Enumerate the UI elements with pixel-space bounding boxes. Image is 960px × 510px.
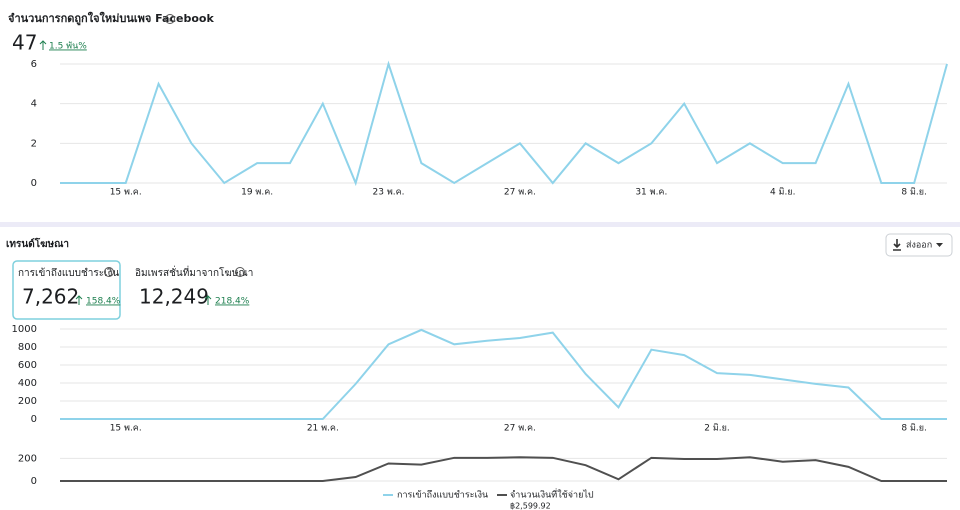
y-tick-label: 200: [18, 396, 37, 407]
y-tick-label: 6: [31, 59, 37, 70]
metric-change: 218.4%: [215, 297, 250, 307]
x-tick-label: 15 พ.ค.: [110, 188, 142, 198]
x-tick-label: 8 มิ.ย.: [901, 423, 927, 434]
x-tick-label: 4 มิ.ย.: [770, 187, 796, 198]
y-tick-label: 1000: [12, 324, 37, 335]
legend-label[interactable]: การเข้าถึงแบบชำระเงิน: [397, 490, 488, 501]
y-tick-label: 0: [31, 476, 37, 487]
metric-value: 12,249: [139, 285, 209, 309]
up-arrow: [204, 295, 212, 305]
metric-label: การเข้าถึงแบบชำระเงิน: [18, 267, 119, 279]
x-tick-label: 27 พ.ค.: [504, 188, 536, 198]
x-tick-label: 2 มิ.ย.: [704, 423, 730, 434]
export-button[interactable]: ส่งออก: [885, 233, 953, 257]
x-tick-label: 19 พ.ค.: [241, 188, 273, 198]
info-icon[interactable]: [235, 267, 245, 277]
info-icon[interactable]: [104, 267, 114, 277]
x-tick-label: 31 พ.ค.: [635, 188, 667, 198]
y-tick-label: 2: [31, 138, 37, 149]
y-tick-label: 800: [18, 342, 37, 353]
y-tick-label: 4: [31, 99, 37, 110]
y-tick-label: 200: [18, 453, 37, 464]
metric-label: อิมเพรสชั่นที่มาจากโฆษณา: [135, 265, 253, 279]
likes-change: 1.5 พัน%: [49, 42, 87, 52]
likes-value: 47: [12, 31, 37, 55]
separator: [0, 222, 960, 227]
export-label: ส่งออก: [906, 241, 932, 251]
metric-card-selected[interactable]: [12, 260, 121, 320]
series-line: [60, 456, 947, 482]
x-tick-label: 27 พ.ค.: [504, 424, 536, 434]
metric-change: 158.4%: [86, 297, 121, 307]
x-tick-label: 21 พ.ค.: [307, 424, 339, 434]
info-icon[interactable]: [165, 14, 175, 24]
y-tick-label: 600: [18, 360, 37, 371]
x-tick-label: 15 พ.ค.: [110, 424, 142, 434]
likes-title: จำนวนการกดถูกใจใหม่บนเพจ Facebook: [8, 11, 214, 26]
metric-value: 7,262: [22, 285, 79, 309]
spend-total: ฿2,599.92: [510, 502, 551, 510]
y-tick-label: 0: [31, 414, 37, 425]
y-tick-label: 0: [31, 178, 37, 189]
x-tick-label: 8 มิ.ย.: [901, 187, 927, 198]
series-line: [60, 328, 947, 420]
x-tick-label: 23 พ.ค.: [373, 188, 405, 198]
up-arrow: [39, 40, 47, 50]
legend-label[interactable]: จำนวนเงินที่ใช้จ่ายไป: [510, 488, 594, 501]
up-arrow: [75, 295, 83, 305]
trends-title: เทรนด์โฆษณา: [6, 237, 69, 250]
y-tick-label: 400: [18, 378, 37, 389]
series-line: [60, 60, 948, 187]
